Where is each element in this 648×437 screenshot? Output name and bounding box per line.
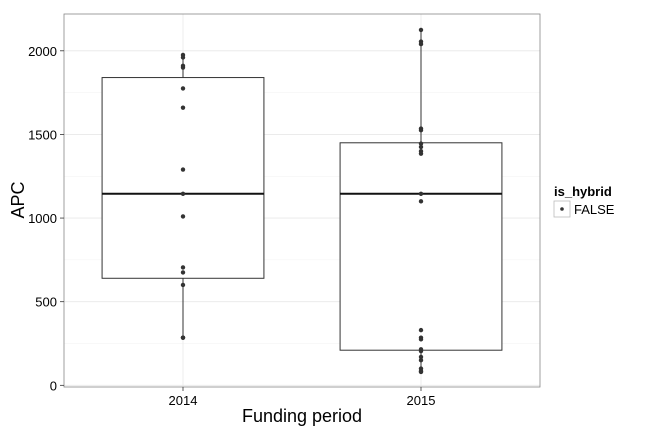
data-point bbox=[180, 282, 186, 288]
y-tick-label: 500 bbox=[35, 295, 57, 310]
data-point bbox=[180, 265, 186, 270]
iqr-box bbox=[339, 142, 503, 351]
x-tick-label: 2014 bbox=[169, 393, 198, 408]
data-point bbox=[418, 27, 424, 33]
legend-key-point bbox=[560, 207, 564, 211]
data-point bbox=[180, 191, 186, 197]
y-tick-label: 2000 bbox=[28, 44, 57, 59]
data-point bbox=[180, 270, 186, 275]
data-point bbox=[418, 327, 424, 333]
data-point bbox=[418, 144, 424, 150]
data-point bbox=[418, 191, 424, 197]
data-point bbox=[418, 199, 424, 204]
boxes bbox=[101, 29, 503, 372]
iqr-box bbox=[101, 77, 265, 279]
data-point bbox=[418, 151, 424, 156]
data-point bbox=[418, 369, 424, 375]
y-tick-label: 1500 bbox=[28, 127, 57, 142]
y-tick-label: 1000 bbox=[28, 211, 57, 226]
axes: 0 500 1000 1500 2000 2014 2015 bbox=[28, 44, 435, 408]
legend-entry-label: FALSE bbox=[574, 202, 615, 217]
legend: is_hybrid FALSE bbox=[553, 184, 615, 218]
data-point bbox=[180, 65, 186, 70]
data-point bbox=[180, 167, 186, 172]
data-point bbox=[418, 337, 424, 342]
x-tick-label: 2015 bbox=[407, 393, 436, 408]
data-point bbox=[180, 105, 186, 110]
data-point bbox=[418, 141, 424, 146]
data-point bbox=[418, 128, 424, 133]
x-axis-title: Funding period bbox=[242, 406, 362, 426]
data-point bbox=[418, 348, 424, 354]
data-point bbox=[180, 86, 186, 91]
data-point bbox=[180, 335, 186, 340]
data-points bbox=[180, 27, 424, 375]
data-point bbox=[418, 358, 424, 363]
y-axis-title: APC bbox=[8, 181, 28, 218]
data-point bbox=[180, 55, 186, 60]
panel-border bbox=[63, 13, 541, 388]
box-2014 bbox=[101, 54, 265, 338]
data-point bbox=[418, 354, 424, 360]
y-tick-label: 0 bbox=[50, 378, 57, 393]
data-point bbox=[180, 214, 186, 219]
data-point bbox=[418, 41, 424, 47]
legend-title: is_hybrid bbox=[554, 184, 612, 199]
